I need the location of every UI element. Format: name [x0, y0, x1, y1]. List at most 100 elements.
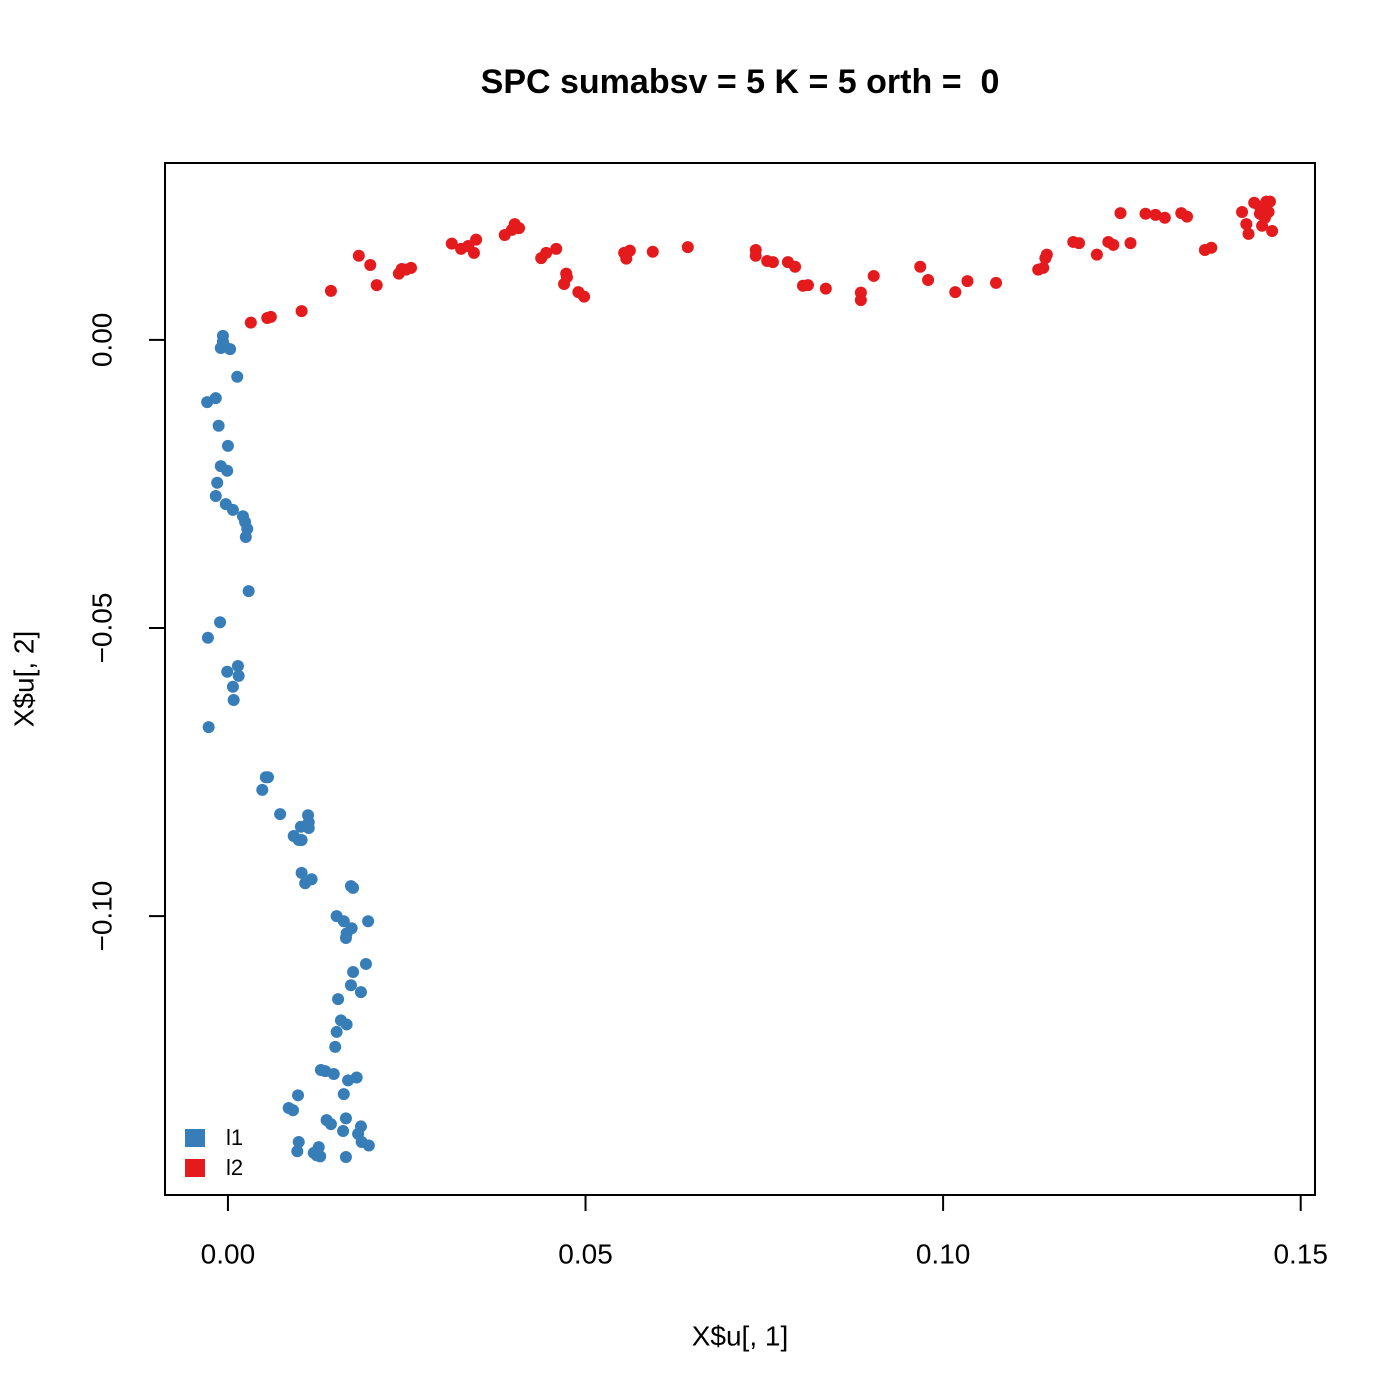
x-axis-label: X$u[, 1] [692, 1320, 789, 1351]
point [623, 244, 636, 257]
point [1205, 241, 1218, 254]
point [211, 476, 224, 489]
point [330, 1025, 343, 1038]
point [226, 503, 239, 516]
point [370, 279, 383, 292]
point [344, 979, 357, 992]
point [1263, 195, 1276, 208]
point [681, 241, 694, 254]
point [362, 915, 375, 928]
point [1258, 211, 1271, 224]
point [327, 1067, 340, 1080]
x-tick-label: 0.05 [558, 1238, 613, 1269]
point [1107, 238, 1120, 251]
y-axis-label: X$u[, 2] [8, 631, 39, 728]
point [221, 439, 234, 452]
point [302, 821, 315, 834]
point [578, 290, 591, 303]
point [550, 242, 563, 255]
y-tick-label: −0.05 [86, 593, 117, 664]
y-tick-label: −0.10 [86, 881, 117, 952]
point [445, 237, 458, 250]
point [646, 245, 659, 258]
point [292, 834, 305, 847]
point [209, 392, 222, 405]
point [214, 616, 227, 629]
point [405, 261, 418, 274]
point [340, 1018, 353, 1031]
point [239, 530, 252, 543]
point [339, 932, 352, 945]
point [1266, 224, 1279, 237]
point [961, 275, 974, 288]
point [949, 286, 962, 299]
point [1114, 207, 1127, 220]
point [801, 279, 814, 292]
point [467, 246, 480, 259]
point [355, 1135, 368, 1148]
point [1037, 261, 1050, 274]
point [359, 957, 372, 970]
point [287, 1104, 300, 1117]
point [1139, 207, 1152, 220]
point [226, 680, 239, 693]
point [350, 1071, 363, 1084]
point [1236, 205, 1249, 218]
point [264, 310, 277, 323]
point [347, 881, 360, 894]
point [339, 1150, 352, 1163]
point [201, 631, 214, 644]
point [212, 419, 225, 432]
point [227, 694, 240, 707]
point [295, 866, 308, 879]
point [560, 271, 573, 284]
point [354, 986, 367, 999]
point [209, 490, 222, 503]
legend-swatch [185, 1159, 205, 1177]
point [749, 249, 762, 262]
point [1180, 210, 1193, 223]
point [513, 222, 526, 235]
point [242, 585, 255, 598]
point [1242, 227, 1255, 240]
point [224, 343, 237, 356]
point [231, 660, 244, 673]
point [819, 282, 832, 295]
point [256, 783, 269, 796]
point [329, 1040, 342, 1053]
point [231, 370, 244, 383]
point [291, 1145, 304, 1158]
x-tick-label: 0.10 [916, 1238, 971, 1269]
point [261, 771, 274, 784]
point [324, 1118, 337, 1131]
legend-label: l1 [226, 1125, 243, 1150]
point [914, 260, 927, 273]
point [854, 286, 867, 299]
point [232, 669, 245, 682]
point [470, 233, 483, 246]
point [221, 464, 234, 477]
point [292, 1089, 305, 1102]
point [332, 993, 345, 1006]
point [347, 966, 360, 979]
point [352, 249, 365, 262]
y-tick-label: 0.00 [86, 313, 117, 368]
point [1040, 248, 1053, 261]
point [221, 665, 234, 678]
point [990, 276, 1003, 289]
point [1149, 208, 1162, 221]
legend-label: l2 [226, 1155, 243, 1180]
point [1090, 248, 1103, 261]
point [922, 273, 935, 286]
point [337, 915, 350, 928]
point [339, 1112, 352, 1125]
point [202, 721, 215, 734]
point [295, 305, 308, 318]
x-tick-label: 0.00 [201, 1238, 256, 1269]
point [310, 1149, 323, 1162]
chart-title: SPC sumabsv = 5 K = 5 orth = 0 [481, 63, 1000, 101]
point [337, 1088, 350, 1101]
point [244, 316, 257, 329]
point [867, 269, 880, 282]
